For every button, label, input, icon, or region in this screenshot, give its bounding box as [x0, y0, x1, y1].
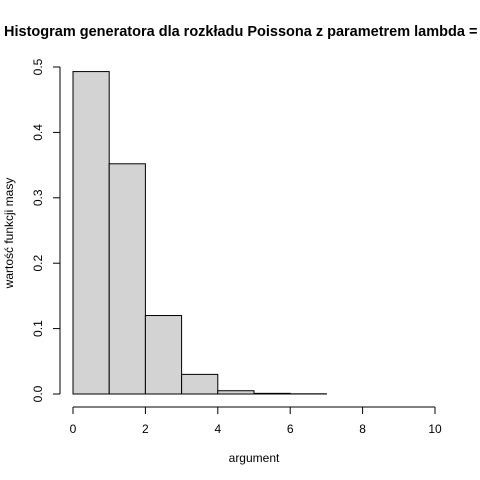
histogram-bar-3 [181, 373, 219, 395]
histogram-bar-4 [217, 390, 255, 395]
y-tick-label: 0.1 [31, 320, 45, 337]
histogram-bar-1 [108, 163, 146, 395]
x-axis-label: argument [229, 451, 280, 465]
y-tick-label: 0.0 [31, 385, 45, 402]
x-tick-label: 10 [428, 422, 442, 436]
y-tick-label: 0.4 [31, 124, 45, 141]
histogram-bar-5 [253, 392, 291, 395]
x-tick-label: 0 [70, 422, 77, 436]
y-tick-label: 0.3 [31, 189, 45, 206]
histogram-bar-2 [144, 315, 183, 395]
bars-group [72, 71, 327, 395]
y-tick-label: 0.2 [31, 255, 45, 272]
y-axis: 0.0 0.1 0.2 0.3 0.4 0.5 [31, 58, 61, 402]
histogram-bar-0 [72, 71, 110, 395]
chart-title: Histogram generatora dla rozkładu Poisso… [4, 24, 477, 40]
x-tick-label: 4 [214, 422, 221, 436]
x-tick-label: 2 [142, 422, 149, 436]
y-tick-label: 0.5 [31, 58, 45, 75]
x-tick-label: 8 [359, 422, 366, 436]
y-axis-label: wartość funkcji masy [2, 178, 16, 290]
x-axis: 0 2 4 6 8 10 [70, 406, 442, 436]
x-tick-label: 6 [287, 422, 294, 436]
